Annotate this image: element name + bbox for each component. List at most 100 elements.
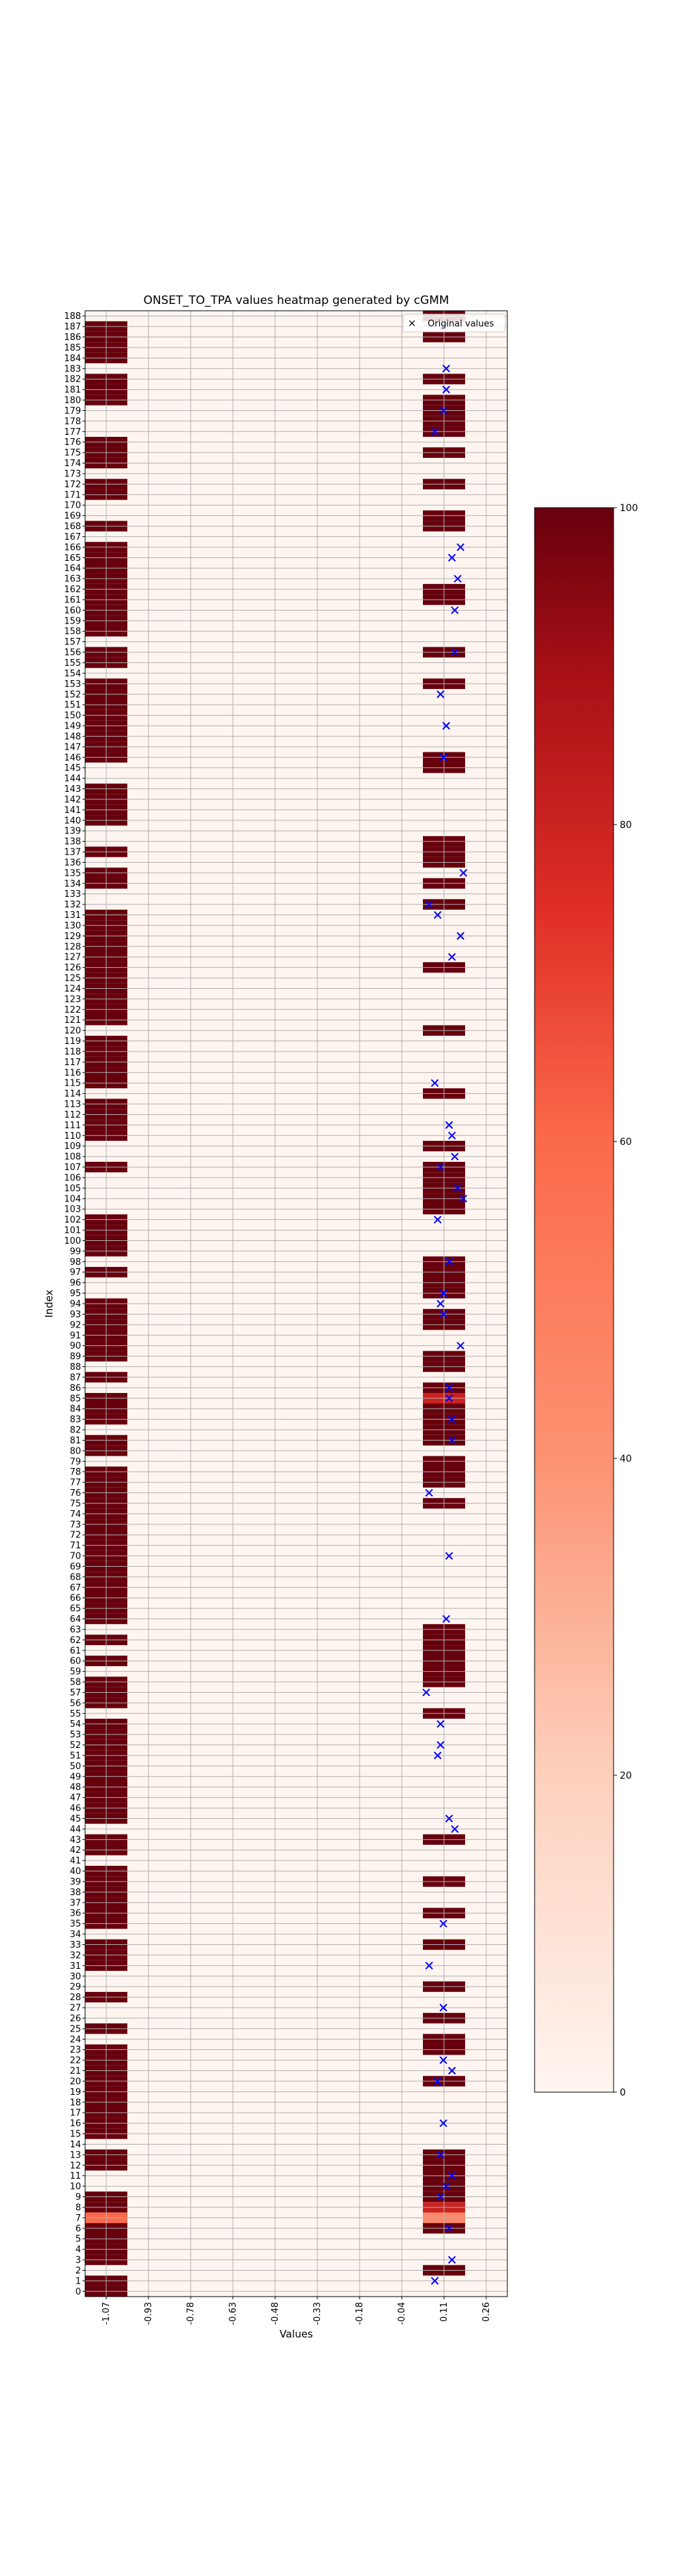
- x-tick-label: -0.18: [355, 2302, 365, 2325]
- y-tick-label: 83: [69, 1415, 81, 1425]
- y-tick-label: 143: [64, 784, 81, 795]
- y-tick-label: 28: [69, 1993, 81, 2003]
- y-tick-label: 70: [69, 1552, 81, 1562]
- y-tick-label: 168: [64, 522, 81, 532]
- y-tick-label: 72: [69, 1531, 81, 1541]
- y-tick-label: 125: [64, 974, 81, 984]
- x-axis-ticks: -1.07 -0.93 -0.78 -0.63 -0.48 -0.33 -0.18 -0.04…: [101, 2297, 492, 2325]
- y-tick-label: 157: [64, 637, 81, 647]
- y-tick-label: 186: [64, 333, 81, 343]
- y-tick-label: 62: [69, 1636, 81, 1646]
- y-tick-label: 116: [64, 1068, 81, 1078]
- original-value-marker: [442, 385, 450, 394]
- y-tick-label: 124: [64, 984, 81, 994]
- original-value-marker: [447, 2171, 456, 2180]
- original-value-marker: [454, 574, 462, 583]
- x-tick-label: -0.48: [270, 2302, 281, 2325]
- y-tick-label: 104: [64, 1194, 81, 1204]
- x-tick-label: -0.78: [186, 2302, 196, 2325]
- original-value-marker: [445, 2224, 454, 2233]
- y-tick-label: 87: [69, 1373, 81, 1383]
- y-tick-label: 48: [69, 1783, 81, 1793]
- y-tick-label: 41: [69, 1856, 81, 1867]
- original-value-marker: [445, 1257, 454, 1266]
- y-tick-label: 12: [69, 2161, 81, 2171]
- y-tick-label: 131: [64, 910, 81, 921]
- colorbar-tick-label: 40: [620, 1454, 632, 1465]
- y-tick-label: 155: [64, 658, 81, 669]
- original-value-marker: [451, 648, 459, 656]
- y-tick-label: 63: [69, 1625, 81, 1635]
- y-tick-label: 75: [69, 1499, 81, 1509]
- y-tick-label: 45: [69, 1814, 81, 1824]
- colorbar-tick-label: 0: [620, 2087, 626, 2098]
- y-tick-label: 171: [64, 490, 81, 500]
- y-tick-label: 114: [64, 1089, 81, 1099]
- y-tick-label: 154: [64, 669, 81, 679]
- original-value-marker: [433, 2077, 442, 2085]
- original-value-marker: [451, 606, 459, 615]
- y-tick-label: 73: [69, 1520, 81, 1530]
- y-tick-label: 133: [64, 889, 81, 900]
- y-tick-label: 42: [69, 1845, 81, 1856]
- y-tick-label: 180: [64, 396, 81, 406]
- y-tick-label: 66: [69, 1593, 81, 1604]
- y-tick-label: 93: [69, 1310, 81, 1320]
- y-tick-label: 144: [64, 774, 81, 784]
- y-tick-label: 103: [64, 1205, 81, 1215]
- y-tick-label: 39: [69, 1877, 81, 1887]
- y-tick-label: 174: [64, 459, 81, 469]
- y-tick-label: 172: [64, 480, 81, 490]
- y-tick-label: 71: [69, 1541, 81, 1551]
- y-tick-label: 3: [76, 2256, 81, 2266]
- y-tick-label: 181: [64, 385, 81, 395]
- original-value-marker: [437, 1720, 445, 1728]
- x-axis-label: Values: [279, 2328, 313, 2340]
- y-tick-label: 119: [64, 1037, 81, 1047]
- original-value-marker: [445, 1394, 454, 1402]
- y-tick-label: 61: [69, 1646, 81, 1656]
- original-value-marker: [430, 1079, 439, 1087]
- y-tick-label: 184: [64, 354, 81, 364]
- original-value-marker: [442, 1614, 450, 1623]
- y-tick-label: 137: [64, 848, 81, 858]
- x-tick-label: 0.26: [481, 2302, 492, 2322]
- original-value-marker: [437, 2151, 445, 2159]
- y-tick-label: 160: [64, 606, 81, 616]
- y-tick-label: 97: [69, 1268, 81, 1278]
- y-tick-label: 55: [69, 1709, 81, 1719]
- y-tick-label: 6: [76, 2224, 81, 2234]
- y-tick-label: 95: [69, 1289, 81, 1299]
- y-tick-label: 91: [69, 1331, 81, 1341]
- y-tick-label: 14: [69, 2140, 81, 2150]
- y-tick-label: 140: [64, 816, 81, 826]
- original-value-marker: [437, 1300, 445, 1308]
- y-tick-label: 113: [64, 1100, 81, 1110]
- y-tick-label: 78: [69, 1467, 81, 1477]
- original-value-marker: [439, 1289, 447, 1298]
- y-tick-label: 149: [64, 722, 81, 732]
- y-tick-label: 101: [64, 1226, 81, 1236]
- y-tick-label: 158: [64, 627, 81, 637]
- original-value-marker: [437, 2192, 445, 2201]
- original-value-marker: [445, 1121, 454, 1129]
- y-tick-label: 141: [64, 806, 81, 816]
- original-value-marker: [439, 2004, 447, 2012]
- y-tick-label: 159: [64, 616, 81, 626]
- y-tick-label: 43: [69, 1835, 81, 1845]
- y-tick-label: 175: [64, 448, 81, 459]
- y-tick-label: 167: [64, 532, 81, 542]
- colorbar-tick-label: 80: [620, 820, 632, 831]
- y-tick-label: 161: [64, 595, 81, 605]
- y-tick-label: 58: [69, 1678, 81, 1688]
- y-tick-label: 27: [69, 2004, 81, 2014]
- y-tick-label: 107: [64, 1163, 81, 1173]
- y-tick-label: 152: [64, 690, 81, 700]
- original-value-marker: [437, 1741, 445, 1749]
- original-value-marker: [454, 1184, 462, 1193]
- y-tick-label: 169: [64, 511, 81, 521]
- y-tick-label: 4: [76, 2245, 81, 2255]
- original-value-marker: [456, 543, 464, 551]
- y-tick-label: 26: [69, 2014, 81, 2024]
- y-tick-label: 54: [69, 1719, 81, 1730]
